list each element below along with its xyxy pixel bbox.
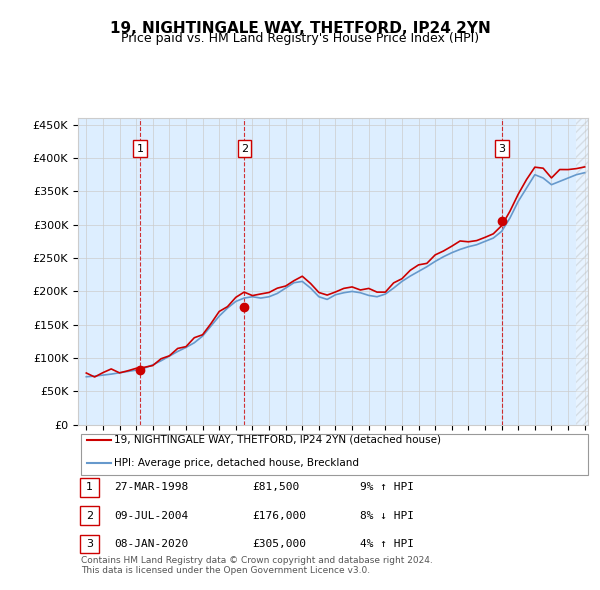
Text: 27-MAR-1998: 27-MAR-1998	[114, 483, 188, 492]
Text: HPI: Average price, detached house, Breckland: HPI: Average price, detached house, Brec…	[114, 458, 359, 468]
Text: 9% ↑ HPI: 9% ↑ HPI	[360, 483, 414, 492]
Text: 19, NIGHTINGALE WAY, THETFORD, IP24 2YN (detached house): 19, NIGHTINGALE WAY, THETFORD, IP24 2YN …	[114, 435, 441, 444]
Text: 3: 3	[499, 144, 506, 153]
Text: 19, NIGHTINGALE WAY, THETFORD, IP24 2YN: 19, NIGHTINGALE WAY, THETFORD, IP24 2YN	[110, 21, 490, 35]
Text: Price paid vs. HM Land Registry's House Price Index (HPI): Price paid vs. HM Land Registry's House …	[121, 32, 479, 45]
Text: £81,500: £81,500	[252, 483, 299, 492]
Text: 1: 1	[86, 483, 93, 492]
Text: 08-JAN-2020: 08-JAN-2020	[114, 539, 188, 549]
Text: 1: 1	[136, 144, 143, 153]
Text: 2: 2	[241, 144, 248, 153]
Text: £176,000: £176,000	[252, 511, 306, 520]
Text: 4% ↑ HPI: 4% ↑ HPI	[360, 539, 414, 549]
Text: 3: 3	[86, 539, 93, 549]
Text: Contains HM Land Registry data © Crown copyright and database right 2024.
This d: Contains HM Land Registry data © Crown c…	[81, 556, 433, 575]
Text: 09-JUL-2004: 09-JUL-2004	[114, 511, 188, 520]
Text: £305,000: £305,000	[252, 539, 306, 549]
Text: 8% ↓ HPI: 8% ↓ HPI	[360, 511, 414, 520]
Text: 2: 2	[86, 511, 93, 520]
